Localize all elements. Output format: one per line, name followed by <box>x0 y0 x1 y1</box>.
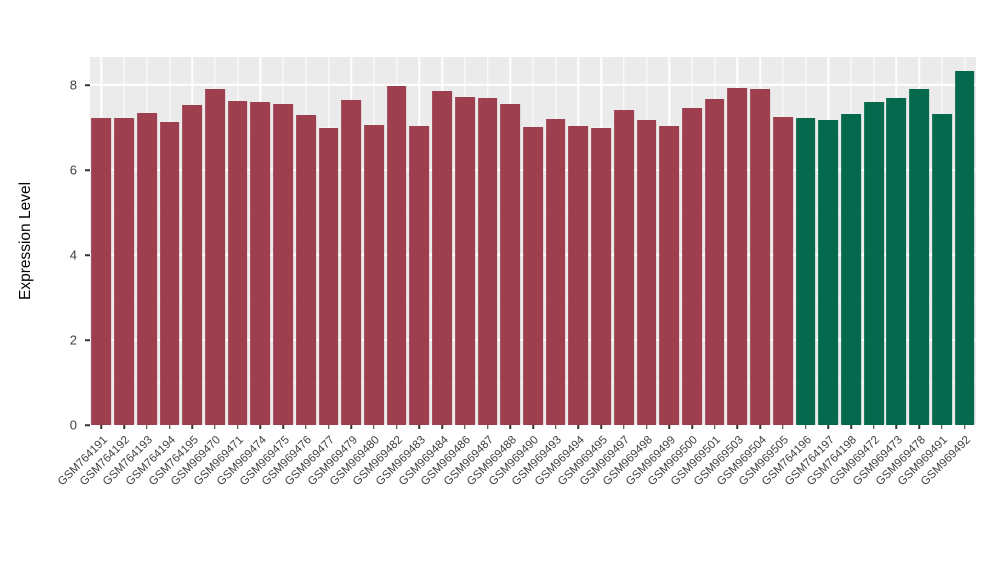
bar <box>909 88 930 425</box>
x-tick-mark <box>486 425 489 429</box>
plot-panel <box>90 57 976 426</box>
y-tick-mark <box>85 424 90 426</box>
x-tick-mark <box>464 425 466 429</box>
x-tick-mark <box>736 425 739 429</box>
y-tick-label: 6 <box>69 162 77 178</box>
y-tick-mark <box>85 169 90 171</box>
y-axis: 0 2 4 6 8 <box>0 57 90 433</box>
x-tick-mark <box>623 425 625 429</box>
bar <box>454 96 475 425</box>
x-tick-mark <box>282 425 284 429</box>
bar <box>364 125 384 425</box>
x-tick-mark <box>782 425 784 429</box>
bar <box>795 118 816 425</box>
bar <box>750 88 771 425</box>
x-tick-mark <box>214 425 216 429</box>
x-tick-mark <box>941 425 943 429</box>
y-tick-mark <box>85 254 90 256</box>
x-tick-mark <box>918 425 920 429</box>
bar <box>954 71 975 425</box>
bar <box>409 125 430 425</box>
bar <box>477 98 498 425</box>
bar <box>114 118 134 425</box>
x-tick-mark <box>691 425 693 429</box>
bar <box>523 127 543 425</box>
y-tick-mark <box>85 339 90 341</box>
x-tick-mark <box>123 425 125 429</box>
x-tick-mark <box>759 425 761 429</box>
bar <box>773 116 793 425</box>
x-tick-mark <box>600 425 602 429</box>
y-tick-label: 8 <box>69 77 77 93</box>
bar <box>682 108 702 425</box>
x-tick-mark <box>804 425 807 429</box>
x-tick-mark <box>850 425 852 429</box>
bar <box>886 98 907 425</box>
bar <box>341 99 362 425</box>
x-tick-mark <box>532 425 534 429</box>
bar <box>636 119 657 425</box>
x-tick-mark <box>963 425 966 429</box>
bar <box>136 113 157 425</box>
bar <box>591 127 612 425</box>
bar <box>250 102 271 425</box>
x-tick-mark <box>418 425 421 429</box>
x-tick-mark <box>827 425 830 429</box>
bar <box>863 102 884 425</box>
bar <box>205 88 225 425</box>
x-tick-mark <box>373 425 375 429</box>
x-tick-mark <box>895 425 898 429</box>
bar <box>545 119 566 425</box>
x-tick-mark <box>305 425 307 429</box>
y-tick-label: 2 <box>69 332 77 348</box>
bar <box>568 125 589 425</box>
bar <box>818 119 839 425</box>
bar <box>318 127 339 425</box>
x-tick-mark <box>100 425 103 429</box>
x-tick-mark <box>873 425 875 429</box>
x-tick-mark <box>350 425 352 429</box>
bar <box>91 118 112 425</box>
bar <box>295 115 316 425</box>
bar <box>227 101 248 425</box>
y-tick-label: 4 <box>69 247 77 263</box>
x-tick-mark <box>259 425 262 429</box>
x-tick-mark <box>395 425 398 429</box>
y-tick-label: 0 <box>69 417 77 433</box>
bar <box>273 104 293 425</box>
bar <box>500 104 521 425</box>
bar <box>704 99 725 425</box>
bar <box>932 113 952 425</box>
bar <box>182 105 203 425</box>
x-tick-mark <box>554 425 557 429</box>
bar <box>727 88 748 425</box>
x-tick-mark <box>645 425 648 429</box>
y-tick-mark <box>85 84 90 86</box>
x-axis: GSM764191 GSM764192 GSM764193 GSM764194 GSM7… <box>56 425 976 580</box>
x-tick-mark <box>168 425 171 429</box>
bar <box>159 122 180 425</box>
bar <box>613 110 634 425</box>
bar <box>386 85 407 425</box>
bar <box>659 125 680 425</box>
x-tick-mark <box>441 425 443 429</box>
bar <box>841 113 861 425</box>
x-tick-mark <box>713 425 716 429</box>
x-tick-mark <box>236 425 239 429</box>
bar <box>432 91 452 425</box>
x-tick-mark <box>509 425 512 429</box>
x-tick-mark <box>191 425 193 429</box>
x-tick-mark <box>146 425 148 429</box>
x-tick-mark <box>327 425 330 429</box>
x-tick-mark <box>577 425 580 429</box>
x-tick-mark <box>668 425 671 429</box>
